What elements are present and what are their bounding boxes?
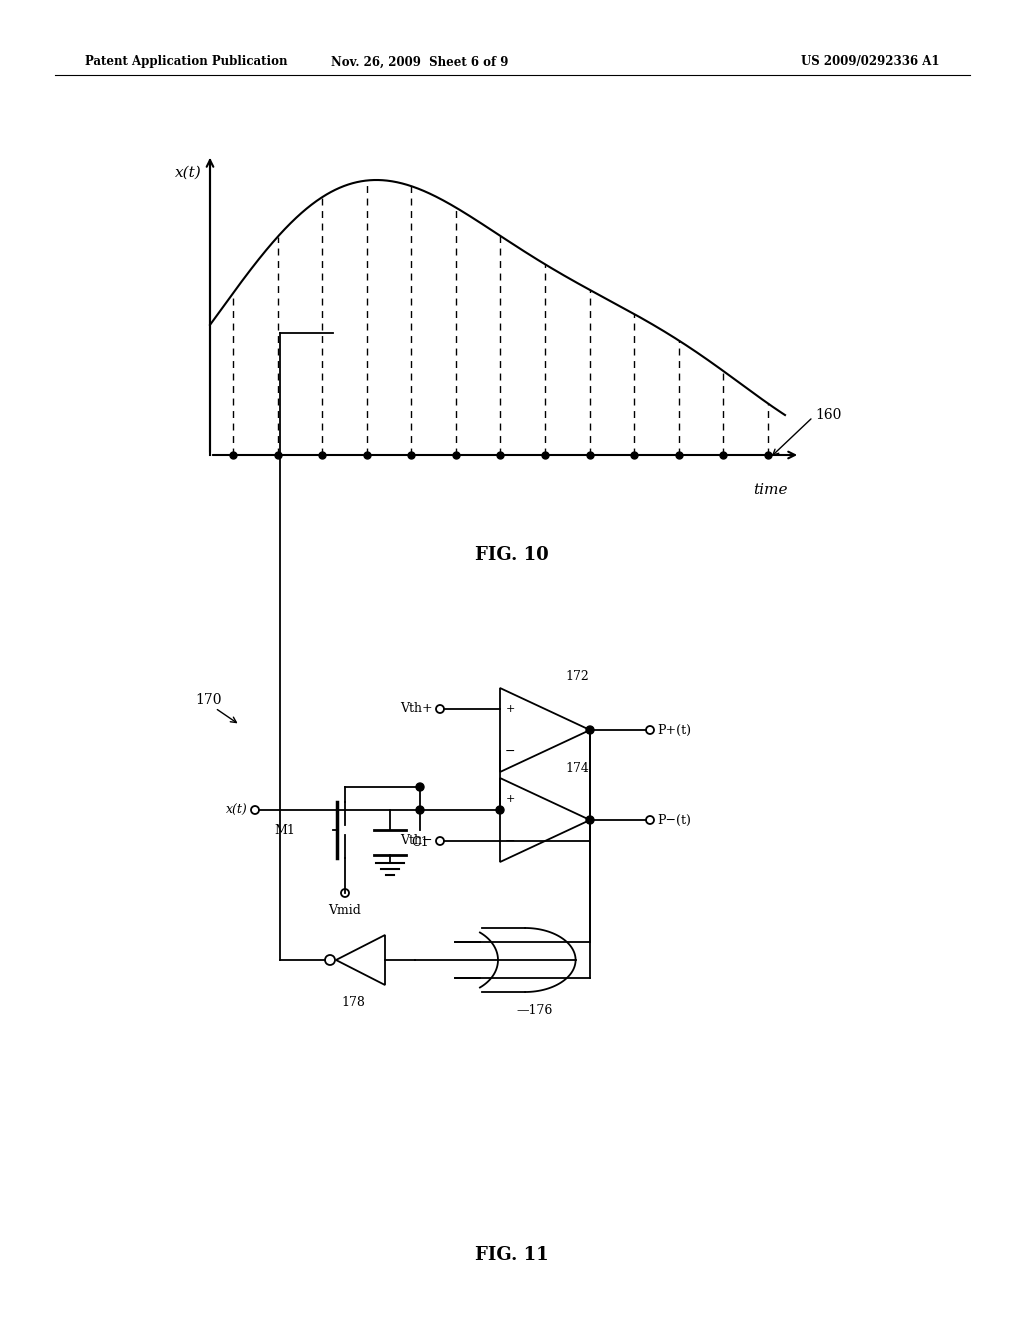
Text: x(t): x(t) xyxy=(175,166,202,180)
Text: C1: C1 xyxy=(411,836,429,849)
Circle shape xyxy=(416,783,424,791)
Text: 174: 174 xyxy=(565,762,589,775)
Text: FIG. 10: FIG. 10 xyxy=(475,546,549,564)
Text: −: − xyxy=(505,744,515,758)
Text: —176: —176 xyxy=(517,1003,553,1016)
Text: time: time xyxy=(753,483,787,498)
Text: Vth−: Vth− xyxy=(400,834,433,847)
Text: 160: 160 xyxy=(815,408,842,422)
Text: 172: 172 xyxy=(565,669,589,682)
Text: M1: M1 xyxy=(274,824,295,837)
Circle shape xyxy=(586,726,594,734)
Circle shape xyxy=(416,807,424,814)
Text: 178: 178 xyxy=(341,997,365,1010)
Text: P+(t): P+(t) xyxy=(657,723,691,737)
Text: FIG. 11: FIG. 11 xyxy=(475,1246,549,1265)
Text: Vmid: Vmid xyxy=(329,904,361,917)
Text: +: + xyxy=(505,704,515,714)
Text: P−(t): P−(t) xyxy=(657,813,691,826)
Text: +: + xyxy=(505,795,515,804)
Text: Nov. 26, 2009  Sheet 6 of 9: Nov. 26, 2009 Sheet 6 of 9 xyxy=(332,55,509,69)
Text: US 2009/0292336 A1: US 2009/0292336 A1 xyxy=(801,55,939,69)
Text: Patent Application Publication: Patent Application Publication xyxy=(85,55,288,69)
Text: 170: 170 xyxy=(195,693,221,708)
Text: x(t): x(t) xyxy=(226,804,248,817)
Circle shape xyxy=(586,816,594,824)
Circle shape xyxy=(496,807,504,814)
Text: −: − xyxy=(505,834,515,847)
Text: Vth+: Vth+ xyxy=(400,702,433,715)
